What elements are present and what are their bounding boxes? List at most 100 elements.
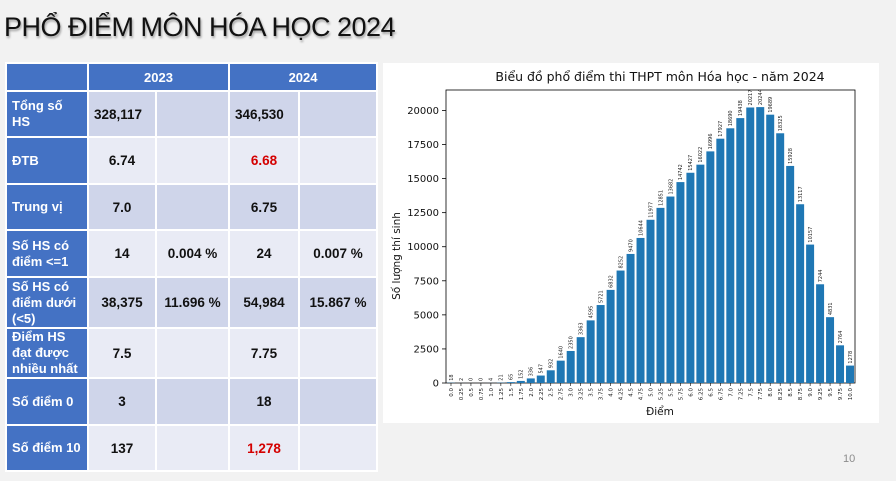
bar-data-label: 9470 bbox=[628, 239, 634, 252]
bar-data-label: 13117 bbox=[798, 186, 804, 202]
y-tick-label: 2500 bbox=[414, 344, 439, 355]
x-tick-label: 5.25 bbox=[658, 388, 664, 401]
bar bbox=[776, 133, 785, 383]
x-tick-label: 4.5 bbox=[629, 388, 635, 397]
y-tick-label: 12500 bbox=[407, 208, 439, 219]
stats-table: 2023 2024 Tổng số HS 328,117 346,530 ĐTB… bbox=[5, 62, 379, 472]
x-tick-label: 2.75 bbox=[559, 388, 565, 401]
x-tick-label: 6.5 bbox=[708, 388, 714, 397]
bar-data-label: 11977 bbox=[648, 202, 654, 218]
bar-data-label: 3363 bbox=[578, 322, 584, 335]
percent-2024 bbox=[298, 183, 379, 231]
x-tick-label: 4.0 bbox=[609, 388, 615, 397]
bar-data-label: 20217 bbox=[748, 90, 754, 106]
percent-2024 bbox=[298, 327, 379, 379]
bar bbox=[626, 253, 635, 383]
x-tick-label: 1.5 bbox=[509, 388, 515, 397]
bar-data-label: 19438 bbox=[738, 100, 744, 116]
x-tick-label: 2.0 bbox=[529, 388, 535, 397]
bar-data-label: 19689 bbox=[768, 97, 774, 113]
x-tick-label: 4.25 bbox=[619, 388, 625, 401]
value-2023: 7.5 bbox=[87, 327, 157, 379]
x-tick-label: 7.25 bbox=[738, 388, 744, 401]
table-row: Trung vị 7.0 6.75 bbox=[5, 183, 379, 231]
bar-data-label: 336 bbox=[529, 367, 535, 377]
bar bbox=[566, 350, 575, 383]
value-2023: 14 bbox=[87, 229, 157, 278]
bar bbox=[596, 305, 605, 383]
y-tick-label: 17500 bbox=[407, 140, 439, 151]
value-2023: 328,117 bbox=[87, 90, 157, 138]
x-tick-label: 6.75 bbox=[718, 388, 724, 401]
bar bbox=[846, 365, 855, 383]
percent-2023 bbox=[154, 136, 231, 185]
row-label: Số điểm 0 bbox=[5, 377, 89, 426]
value-2023: 7.0 bbox=[87, 183, 157, 231]
bar bbox=[576, 337, 585, 383]
table-row: Số điểm 10 137 1,278 bbox=[5, 424, 379, 472]
page-number: 10 bbox=[843, 453, 856, 465]
bar bbox=[816, 284, 825, 383]
bar bbox=[686, 172, 695, 383]
x-tick-label: 4.75 bbox=[639, 388, 645, 401]
bar-data-label: 65 bbox=[509, 374, 515, 380]
y-tick-label: 20000 bbox=[407, 106, 439, 117]
bar-data-label: 2764 bbox=[838, 331, 844, 344]
bar-data-label: 10157 bbox=[808, 227, 814, 243]
chart-title: Biểu đồ phổ điểm thi THPT môn Hóa học - … bbox=[495, 69, 824, 84]
x-tick-label: 6.25 bbox=[698, 388, 704, 401]
table-row: Số HS có điểm dưới (<5) 38,375 11.696 % … bbox=[5, 276, 379, 329]
bar bbox=[726, 128, 735, 383]
bar-data-label: 2350 bbox=[568, 336, 574, 349]
bar-data-label: 20244 bbox=[758, 89, 764, 105]
row-label: Tổng số HS bbox=[5, 90, 89, 138]
table-row: Số HS có điểm <=1 14 0.004 % 24 0.007 % bbox=[5, 229, 379, 278]
score-distribution-chart: Biểu đồ phổ điểm thi THPT môn Hóa học - … bbox=[391, 69, 856, 418]
bar bbox=[736, 118, 745, 383]
x-tick-label: 5.0 bbox=[649, 388, 655, 397]
row-label: Số điểm 10 bbox=[5, 424, 89, 472]
bar bbox=[696, 164, 705, 383]
x-tick-label: 9.25 bbox=[818, 388, 824, 401]
bar-data-label: 4831 bbox=[828, 302, 834, 315]
bar bbox=[556, 360, 565, 383]
value-2024: 54,984 bbox=[228, 276, 301, 329]
value-2024: 6.75 bbox=[228, 183, 301, 231]
x-tick-label: 1.75 bbox=[519, 388, 525, 401]
value-2023: 6.74 bbox=[87, 136, 157, 185]
x-tick-label: 0.5 bbox=[469, 388, 475, 397]
value-2024: 6.68 bbox=[228, 136, 301, 185]
percent-2023 bbox=[154, 377, 231, 426]
chart-ylabel: Số lượng thí sinh bbox=[391, 212, 403, 300]
x-tick-label: 5.5 bbox=[668, 388, 674, 397]
bar-data-label: 152 bbox=[519, 369, 525, 379]
x-tick-label: 7.0 bbox=[728, 388, 734, 397]
bar bbox=[826, 317, 835, 383]
row-label: ĐTB bbox=[5, 136, 89, 185]
row-label: Điểm HS đạt được nhiều nhất bbox=[5, 327, 89, 379]
x-tick-label: 9.0 bbox=[808, 388, 814, 397]
chart-panel: Biểu đồ phổ điểm thi THPT môn Hóa học - … bbox=[383, 63, 879, 423]
bar bbox=[796, 204, 805, 383]
x-tick-label: 0.75 bbox=[479, 388, 485, 401]
table-header-row: 2023 2024 bbox=[5, 62, 379, 92]
table-row: Điểm HS đạt được nhiều nhất 7.5 7.75 bbox=[5, 327, 379, 379]
value-2024: 1,278 bbox=[228, 424, 301, 472]
percent-2023 bbox=[154, 183, 231, 231]
x-tick-label: 3.25 bbox=[579, 388, 585, 401]
x-tick-label: 8.0 bbox=[768, 388, 774, 397]
value-2024: 7.75 bbox=[228, 327, 301, 379]
percent-2023 bbox=[154, 327, 231, 379]
x-tick-label: 7.75 bbox=[758, 388, 764, 401]
x-tick-label: 2.25 bbox=[539, 388, 545, 401]
x-tick-label: 3.0 bbox=[569, 388, 575, 397]
x-tick-label: 0.25 bbox=[459, 388, 465, 401]
bar bbox=[516, 380, 525, 383]
y-tick-label: 15000 bbox=[407, 174, 439, 185]
table-row: Tổng số HS 328,117 346,530 bbox=[5, 90, 379, 138]
x-tick-label: 5.75 bbox=[678, 388, 684, 401]
bar-data-label: 8252 bbox=[618, 256, 624, 269]
percent-2024 bbox=[298, 136, 379, 185]
bar bbox=[806, 244, 815, 383]
bar bbox=[766, 114, 775, 383]
